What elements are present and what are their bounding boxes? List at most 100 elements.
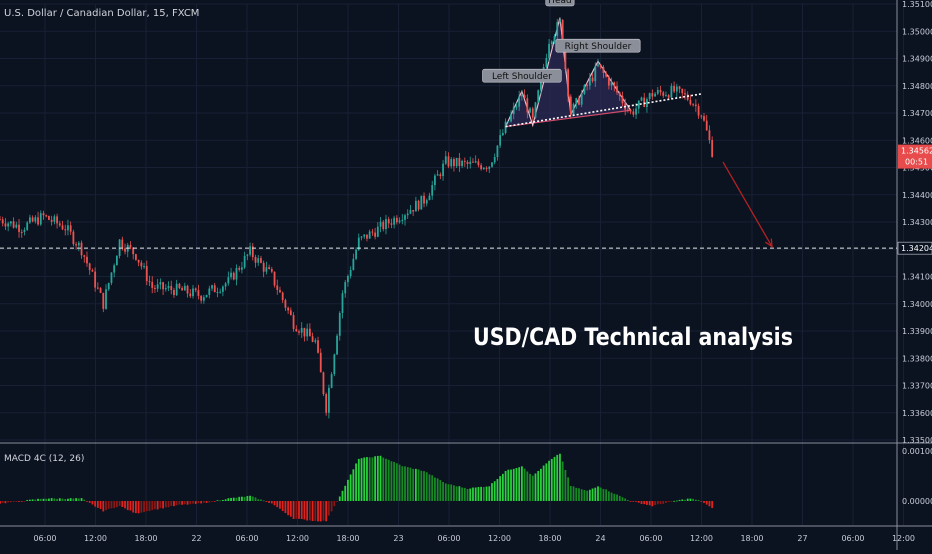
macd-bar	[148, 501, 151, 512]
candle-body	[29, 217, 31, 223]
macd-bar	[279, 501, 281, 509]
price-tick-label: 1.34100	[902, 273, 932, 282]
macd-bar	[665, 501, 667, 503]
projection-arrow-head	[764, 238, 773, 248]
candle-body	[325, 394, 328, 413]
level-tag-box	[897, 241, 932, 255]
macd-bar	[341, 490, 344, 501]
candle-body	[235, 267, 238, 280]
price-tick-label: 1.35100	[902, 0, 932, 9]
candle-body	[363, 234, 366, 237]
macd-bar	[458, 486, 461, 501]
candle-body	[602, 67, 605, 73]
macd-bar	[311, 501, 314, 522]
candle-body	[86, 256, 88, 264]
time-tick-label: 06:00	[235, 534, 258, 543]
candle-body	[420, 195, 423, 210]
macd-bar	[194, 501, 197, 504]
candle-body	[262, 262, 265, 272]
projection-arrow-shaft	[722, 161, 773, 247]
candle-body	[654, 93, 656, 97]
macd-bar	[9, 501, 12, 503]
candle-body	[221, 286, 224, 292]
macd-bar	[99, 501, 102, 509]
macd-bar	[270, 501, 273, 504]
macd-bar	[167, 501, 170, 508]
candle-body	[461, 160, 463, 167]
candle-body	[681, 88, 684, 94]
candle-body	[23, 229, 26, 233]
candle-body	[205, 294, 208, 298]
macd-bar	[659, 501, 662, 505]
candle-body	[34, 217, 37, 222]
time-tick-label: 18:00	[538, 534, 561, 543]
macd-bar	[170, 501, 173, 507]
candle-body	[211, 285, 213, 289]
macd-bar	[56, 498, 58, 501]
candle-body	[154, 287, 156, 289]
macd-bar	[537, 470, 540, 501]
macd-bar	[208, 501, 211, 503]
macd-bar	[115, 501, 118, 508]
macd-bar	[711, 501, 714, 509]
time-tick-label: 18:00	[740, 534, 763, 543]
candle-body	[88, 263, 91, 271]
candle-body	[366, 234, 368, 239]
candle-body	[507, 121, 510, 123]
macd-bar	[474, 487, 477, 501]
candle-body	[167, 285, 170, 289]
candle-body	[553, 35, 556, 42]
candle-body	[143, 266, 145, 268]
macd-bar	[80, 498, 83, 501]
macd-bar	[689, 498, 692, 501]
macd-bar	[586, 490, 589, 501]
macd-bar	[624, 498, 627, 501]
macd-bar	[564, 470, 567, 501]
candle-body	[276, 285, 279, 290]
macd-bar	[526, 471, 529, 501]
time-axis[interactable]: 06:00 12:00 18:00 22 06:00 12:00 18:00 23 06:00 1…	[33, 534, 915, 543]
candle-body	[37, 217, 39, 225]
macd-bar	[135, 501, 137, 514]
macd-bar	[257, 499, 260, 501]
candle-body	[200, 295, 203, 301]
candle-body	[417, 200, 420, 210]
candle-body	[115, 255, 118, 266]
candle-body	[357, 237, 360, 250]
candle-body	[480, 165, 483, 170]
macd-bar	[129, 501, 132, 511]
macd-bar	[292, 501, 295, 519]
macd-bar	[670, 501, 673, 502]
candle-body	[474, 161, 477, 163]
macd-bar	[395, 463, 398, 501]
price-tick-label: 1.33700	[902, 382, 932, 391]
macd-bar	[241, 496, 243, 501]
candle-body	[523, 95, 526, 99]
macd-bar	[347, 479, 349, 501]
price-axis[interactable]: 1.35100 1.35000 1.34900 1.34800 1.34700 1.346…	[897, 0, 932, 506]
macd-bar	[618, 495, 621, 501]
candle-body	[308, 328, 311, 337]
candle-body	[469, 161, 472, 165]
price-tick-label: 1.34000	[902, 300, 932, 309]
candle-body	[317, 340, 319, 353]
macd-bar	[298, 501, 300, 519]
candle-body	[61, 225, 64, 230]
time-tick-label: 12:00	[84, 534, 107, 543]
candle-body	[257, 258, 260, 263]
macd-bar	[238, 496, 241, 501]
candle-body	[673, 85, 676, 92]
macd-bar	[632, 501, 635, 502]
macd-bar	[409, 467, 412, 501]
macd-bar	[202, 501, 205, 503]
candle-body	[227, 277, 230, 284]
macd-bar	[368, 457, 371, 501]
candle-body	[241, 267, 243, 270]
candle-body	[632, 111, 635, 115]
macd-bar	[646, 501, 648, 505]
candle-body	[409, 209, 412, 214]
macd-bar	[504, 470, 507, 501]
level-tag-label: 1.34204	[901, 244, 932, 253]
candle-body	[708, 130, 711, 141]
